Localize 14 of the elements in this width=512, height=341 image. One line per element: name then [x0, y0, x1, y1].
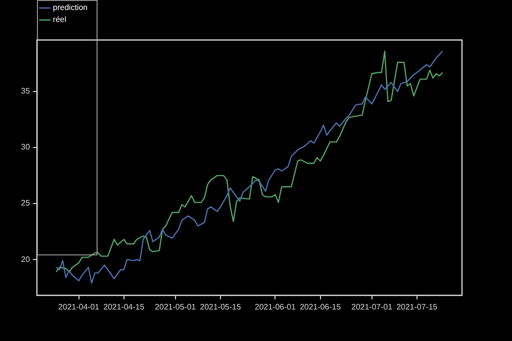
x-tick-label: 2021-04-01 — [58, 302, 100, 312]
x-tick-label: 2021-07-15 — [396, 302, 438, 312]
y-tick-label: 20 — [20, 254, 30, 264]
x-tick-label: 2021-07-01 — [351, 302, 393, 312]
x-tick-label: 2021-06-01 — [254, 302, 296, 312]
y-tick-label: 30 — [20, 142, 30, 152]
x-tick-label: 2021-05-01 — [154, 302, 196, 312]
x-tick-label: 2021-04-15 — [103, 302, 145, 312]
x-tick-label: 2021-05-15 — [200, 302, 242, 312]
legend-label: réel — [52, 15, 66, 24]
y-tick-label: 25 — [20, 198, 30, 208]
x-tick-label: 2021-06-15 — [300, 302, 342, 312]
y-tick-label: 35 — [20, 86, 30, 96]
legend-label: prediction — [52, 3, 88, 12]
